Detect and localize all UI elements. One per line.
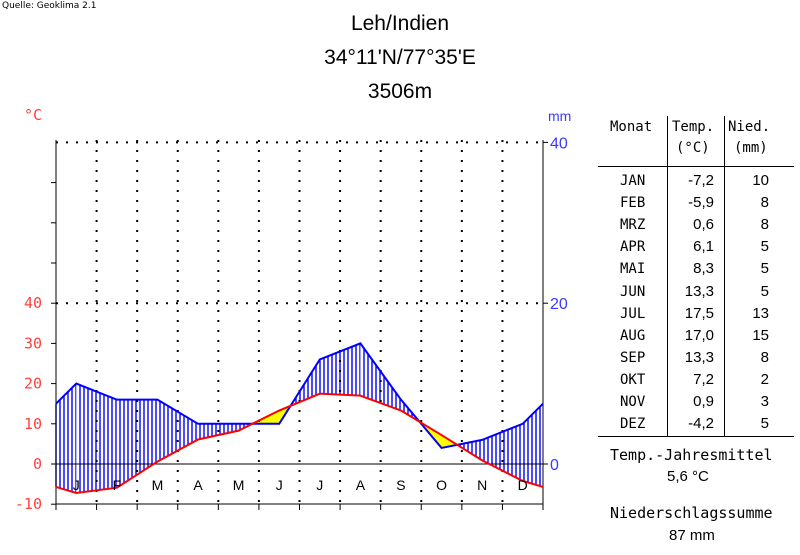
table-cell-temp: -5,9 (688, 194, 714, 212)
table-cell-month: FEB (620, 195, 646, 212)
table-header-temp-unit: (°C) (676, 140, 710, 156)
table-cell-month: AUG (620, 327, 646, 344)
temperature-line (55, 392, 544, 494)
month-label: D (518, 477, 528, 493)
month-label: M (152, 477, 164, 493)
table-divider (667, 116, 668, 436)
table-cell-precip: 8 (760, 216, 769, 234)
table-cell-precip: 15 (752, 326, 769, 344)
table-cell-precip: 8 (760, 194, 769, 212)
annual-temp-label: Temp.-Jahresmittel (610, 446, 773, 464)
left-axis-tick-label: -10 (15, 495, 42, 513)
table-cell-temp: 17,0 (684, 326, 714, 344)
table-cell-precip: 5 (760, 282, 769, 300)
table-cell-month: JUL (620, 305, 646, 322)
table-cell-precip: 10 (752, 172, 769, 189)
table-cell-precip: 3 (760, 393, 769, 410)
left-axis-tick-label: 30 (24, 334, 42, 352)
table-cell-month: MRZ (620, 217, 646, 234)
month-label: M (233, 477, 245, 493)
precipitation-line (55, 342, 544, 450)
left-axis-unit: °C (24, 106, 43, 124)
table-cell-month: APR (620, 239, 646, 256)
table-cell-month: MAI (620, 261, 646, 278)
table-header-precip: Nied. (728, 119, 771, 135)
table-cell-month: SEP (620, 349, 646, 366)
month-label: J (73, 477, 80, 493)
table-cell-temp: 13,3 (684, 282, 714, 300)
left-axis-tick-label: 0 (33, 455, 42, 473)
month-label: O (436, 477, 447, 493)
table-cell-temp: 17,5 (684, 304, 714, 322)
annual-temp-value: 5,6 °C (667, 468, 709, 485)
table-divider (598, 166, 794, 167)
month-label: A (356, 477, 366, 493)
station-name: Leh/Indien (350, 12, 450, 35)
month-label: A (193, 477, 203, 493)
table-cell-temp: 8,3 (693, 260, 714, 278)
table-cell-temp: 0,6 (693, 216, 714, 234)
table-divider (598, 436, 794, 437)
table-cell-month: JUN (620, 283, 646, 300)
table-header-temp: Temp. (672, 119, 715, 135)
table-divider (724, 116, 725, 436)
table-header-precip-unit: (mm) (734, 140, 768, 156)
table-header-month: Monat (610, 119, 653, 135)
table-cell-temp: 6,1 (693, 238, 714, 256)
right-axis-tick-label: 40 (550, 135, 568, 152)
month-label: N (477, 477, 487, 493)
right-axis-unit: mm (548, 108, 572, 124)
table-cell-month: NOV (620, 394, 646, 410)
table-cell-precip: 2 (760, 370, 769, 388)
month-label: J (276, 477, 283, 493)
humid-area (56, 383, 77, 493)
table-cell-temp: -4,2 (688, 415, 714, 433)
month-label: F (113, 477, 122, 493)
month-label: S (396, 477, 405, 493)
table-cell-precip: 8 (760, 348, 769, 366)
table-cell-temp: 13,3 (684, 348, 714, 366)
table-cell-precip: 13 (752, 304, 769, 322)
month-label: J (316, 477, 323, 493)
left-axis-tick-label: 10 (24, 415, 42, 433)
table-cell-month: JAN (620, 173, 646, 189)
table-cell-temp: 0,9 (693, 393, 714, 410)
table-cell-temp: 7,2 (693, 370, 714, 388)
annual-precip-value: 87 mm (669, 527, 715, 544)
right-axis-tick-label: 20 (550, 296, 568, 313)
annual-precip-label: Niederschlagssumme (610, 504, 773, 522)
source-note: Quelle: Geoklima 2.1 (2, 1, 97, 11)
station-coordinates: 34°11'N/77°35'E (324, 46, 476, 69)
table-cell-month: DEZ (620, 416, 646, 433)
right-axis-tick-label: 0 (550, 457, 559, 474)
climate-table: Monat Temp. (°C) Nied. (mm) JAN -7,2 10 FEB… (598, 116, 794, 437)
table-cell-month: OKT (620, 371, 646, 388)
station-elevation: 3506m (367, 80, 433, 103)
table-cell-temp: -7,2 (688, 172, 714, 189)
left-axis-tick-label: 20 (24, 375, 42, 393)
left-axis-tick-label: 40 (24, 294, 42, 312)
table-cell-precip: 5 (760, 238, 769, 256)
table-cell-precip: 5 (760, 415, 769, 433)
table-cell-precip: 5 (760, 260, 769, 278)
